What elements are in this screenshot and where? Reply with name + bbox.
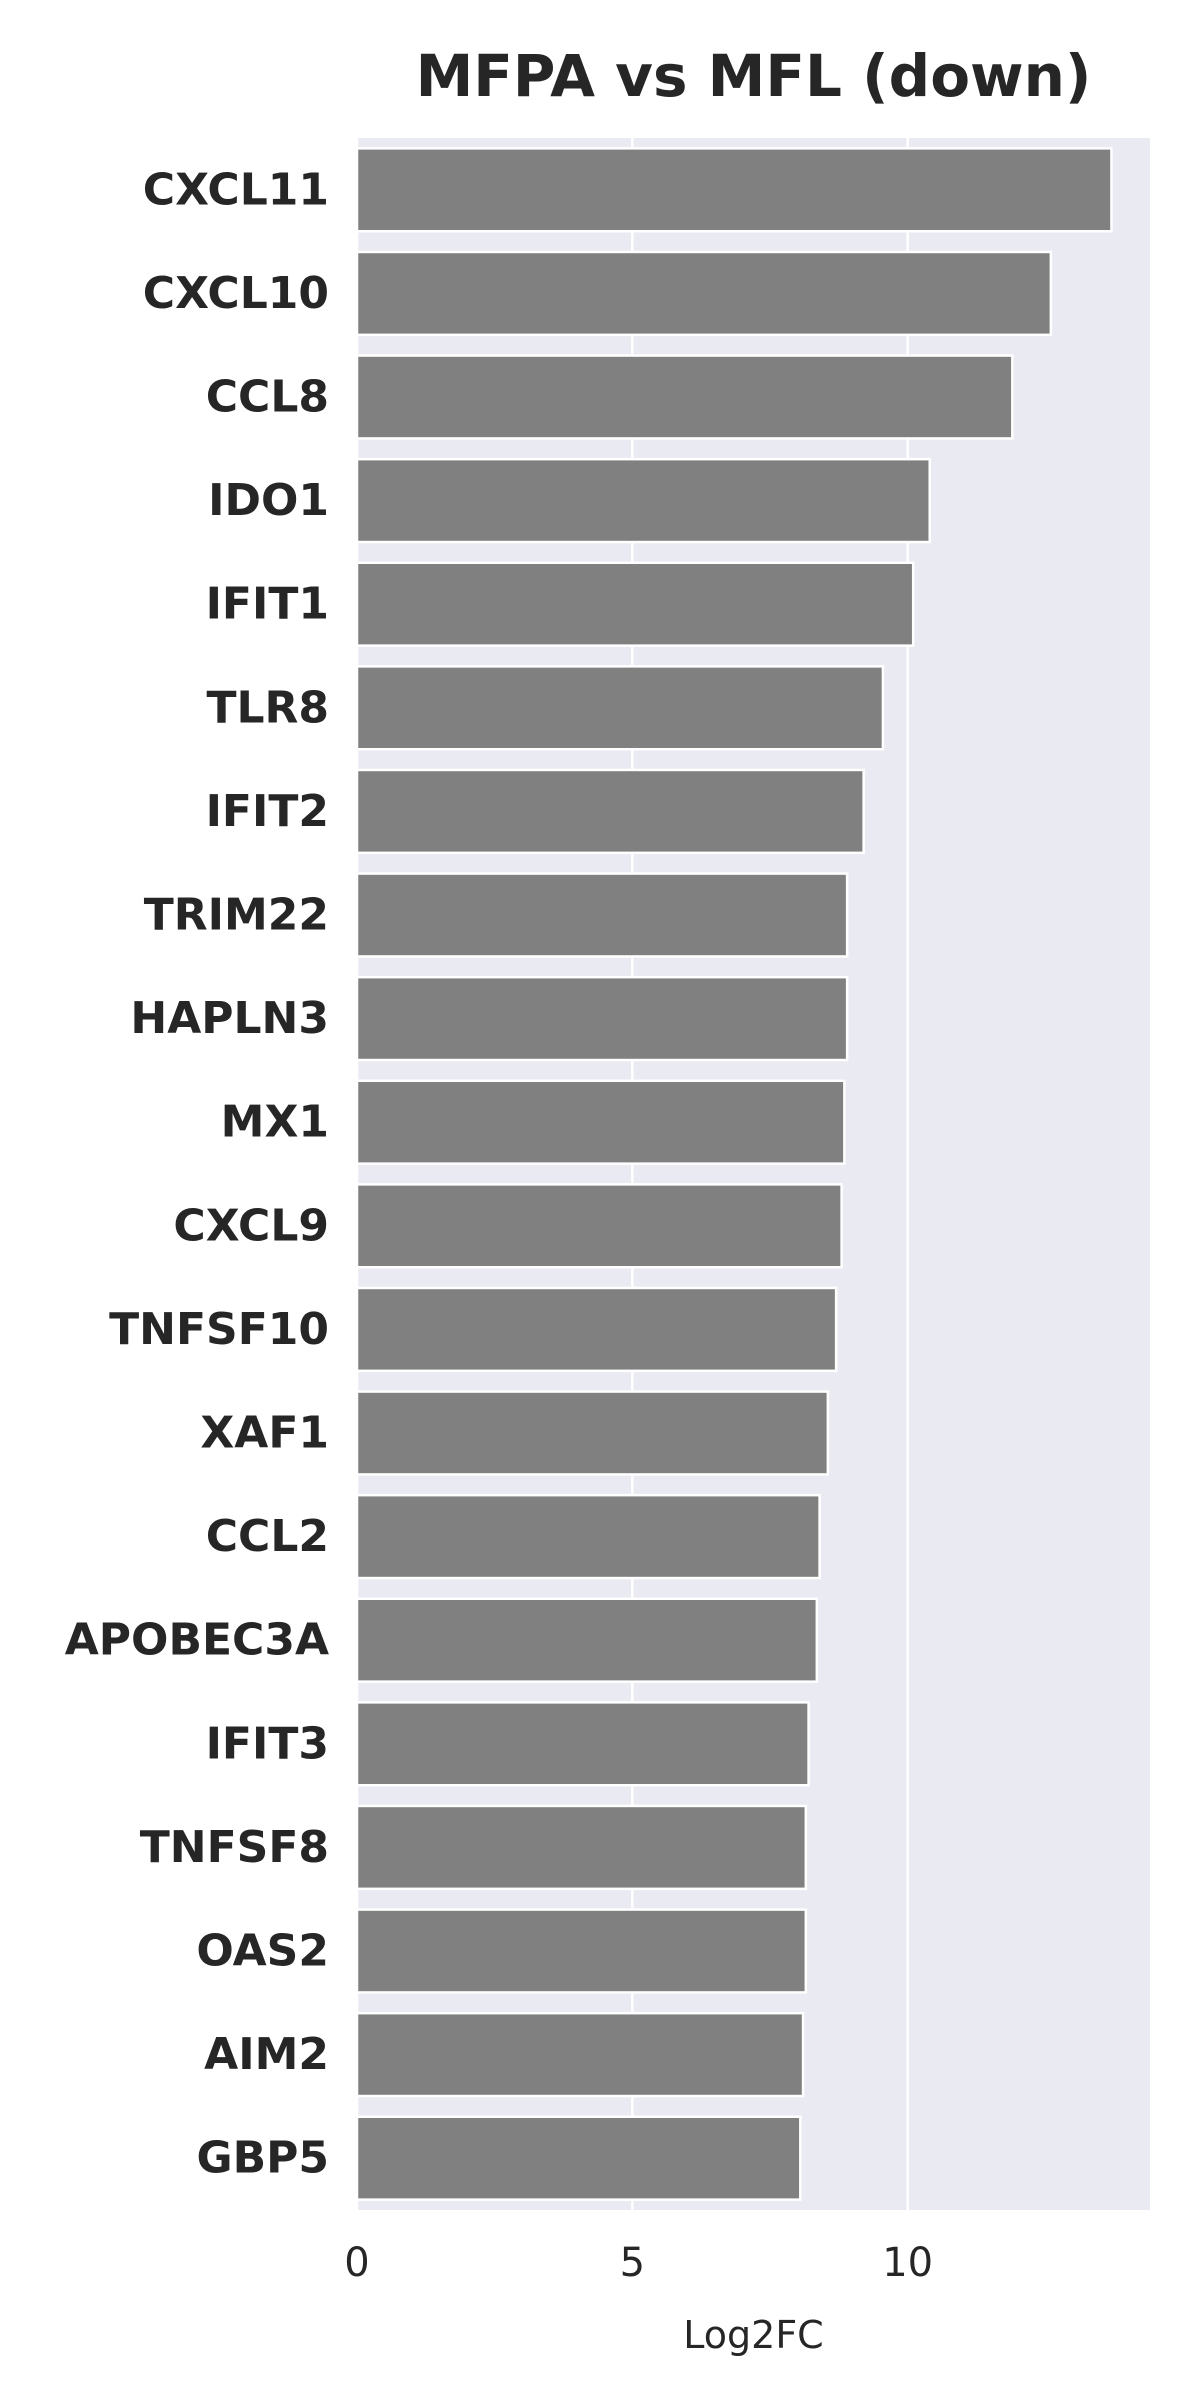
x-tick-label-2: 10 [882, 2240, 933, 2286]
chart-title: MFPA vs MFL (down) [416, 42, 1092, 110]
x-axis-label: Log2FC [683, 2313, 823, 2357]
category-label-cxcl10: CXCL10 [143, 268, 329, 319]
category-label-trim22: TRIM22 [144, 890, 329, 941]
plot-area [357, 138, 1150, 2210]
bar-aim2 [355, 2011, 805, 2098]
category-label-ifit1: IFIT1 [206, 579, 329, 630]
category-label-tnfsf8: TNFSF8 [140, 1822, 329, 1873]
category-label-ifit2: IFIT2 [206, 786, 329, 837]
category-label-tlr8: TLR8 [206, 682, 329, 733]
category-label-oas2: OAS2 [196, 1926, 329, 1977]
bar-ifit2 [355, 768, 865, 855]
x-tick-label-1: 5 [620, 2240, 645, 2286]
bar-mx1 [355, 1079, 846, 1165]
bar-cxcl10 [355, 250, 1053, 337]
category-label-tnfsf10: TNFSF10 [109, 1304, 329, 1355]
category-label-apobec3a: APOBEC3A [65, 1615, 329, 1666]
bar-tlr8 [355, 665, 885, 751]
bar-ifit1 [355, 561, 915, 647]
x-tick-labels: 0 5 10 [344, 2240, 933, 2286]
category-label-gbp5: GBP5 [196, 2133, 329, 2184]
bar-cxcl11 [355, 147, 1113, 233]
category-label-cxcl9: CXCL9 [173, 1200, 329, 1251]
bar-xaf1 [355, 1390, 830, 1476]
bar-hapln3 [355, 975, 849, 1062]
bar-tnfsf8 [355, 1804, 808, 1891]
category-label-hapln3: HAPLN3 [130, 993, 329, 1044]
category-label-mx1: MX1 [221, 1097, 329, 1148]
bar-apobec3a [355, 1597, 819, 1683]
bar-oas2 [355, 1908, 808, 1994]
category-label-ido1: IDO1 [208, 475, 329, 526]
category-label-ifit3: IFIT3 [206, 1718, 329, 1769]
category-label-ccl8: CCL8 [206, 372, 329, 423]
bars [355, 147, 1113, 2201]
bar-ccl8 [355, 354, 1014, 440]
category-label-xaf1: XAF1 [200, 1408, 329, 1459]
bar-ccl2 [355, 1493, 821, 1580]
category-label-cxcl11: CXCL11 [143, 164, 329, 215]
category-label-aim2: AIM2 [204, 2029, 329, 2080]
bar-tnfsf10 [355, 1286, 838, 1373]
bar-ifit3 [355, 1701, 810, 1787]
bar-gbp5 [355, 2115, 802, 2201]
category-labels: CXCL11 CXCL10 CCL8 IDO1 IFIT1 TLR8 IFIT2 TRIM22… [65, 164, 329, 2183]
bar-ido1 [355, 457, 931, 544]
bar-trim22 [355, 872, 849, 958]
x-tick-label-0: 0 [344, 2240, 369, 2286]
category-label-ccl2: CCL2 [206, 1511, 329, 1562]
bar-cxcl9 [355, 1183, 843, 1269]
